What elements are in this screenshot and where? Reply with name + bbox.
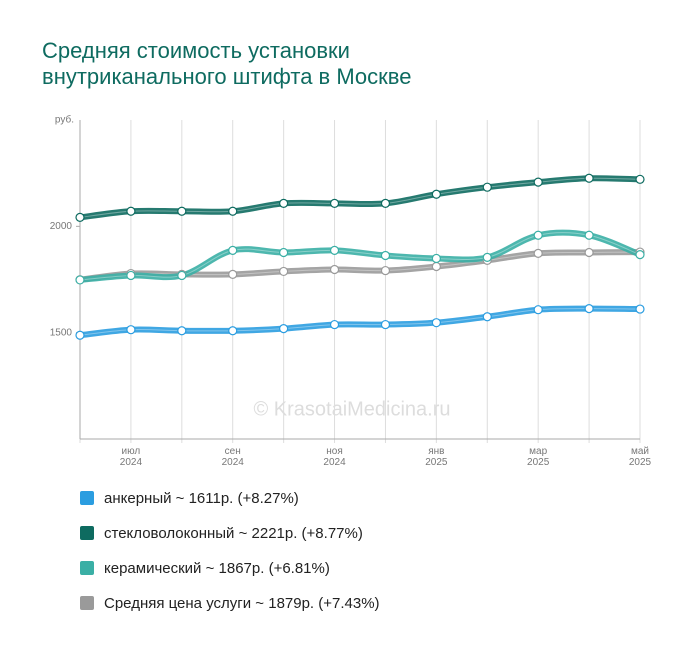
point xyxy=(228,326,238,336)
x-tick-label: янв 2025 xyxy=(425,446,448,468)
point xyxy=(329,245,340,255)
point xyxy=(584,247,594,258)
x-tick-label: сен 2024 xyxy=(222,446,245,468)
x-tick-label: май 2025 xyxy=(629,446,652,468)
point xyxy=(431,253,441,264)
x-tick-line: 2025 xyxy=(425,457,448,468)
x-tick-line: май xyxy=(631,446,649,457)
point xyxy=(635,304,645,314)
x-tick-line: сен xyxy=(225,446,241,457)
legend-label: стекловолоконный ~ 2221р. (+8.77%) xyxy=(104,525,363,542)
point xyxy=(533,177,543,187)
point xyxy=(75,330,85,340)
point xyxy=(228,206,238,216)
x-tick-label: мар 2025 xyxy=(527,446,550,468)
y-axis-label: руб. xyxy=(55,114,74,126)
point xyxy=(533,248,543,258)
point xyxy=(584,304,594,314)
point xyxy=(380,250,391,261)
point xyxy=(482,252,492,262)
x-tick-label: ноя 2024 xyxy=(323,446,346,468)
x-tick-line: янв xyxy=(428,446,444,457)
point xyxy=(533,305,543,315)
series-line xyxy=(79,175,641,221)
point xyxy=(75,275,85,285)
point xyxy=(279,324,289,334)
point xyxy=(635,174,645,184)
y-tick-label: 1500 xyxy=(50,327,73,338)
point xyxy=(380,319,391,330)
point xyxy=(533,230,543,240)
x-tick-line: 2025 xyxy=(527,457,550,468)
legend-label: керамический ~ 1867р. (+6.81%) xyxy=(104,560,330,577)
point xyxy=(177,326,187,336)
point xyxy=(228,269,238,279)
point xyxy=(431,189,441,199)
point xyxy=(126,206,136,216)
point xyxy=(431,261,441,272)
legend-swatch xyxy=(80,491,94,505)
point xyxy=(584,230,594,240)
y-tick-label: 2000 xyxy=(50,221,73,232)
legend-swatch xyxy=(80,596,94,610)
x-tick-line: 2024 xyxy=(222,457,245,468)
x-tick-line: ноя xyxy=(326,446,343,457)
point xyxy=(177,206,187,216)
point xyxy=(329,319,340,330)
point xyxy=(482,182,492,192)
point xyxy=(177,270,187,281)
point xyxy=(482,312,492,322)
legend-swatch xyxy=(80,526,94,540)
point xyxy=(126,325,136,335)
x-tick-line: мар xyxy=(529,446,547,457)
x-tick-line: 2024 xyxy=(323,457,346,468)
x-tick-line: июл xyxy=(122,446,141,457)
point xyxy=(431,318,441,328)
point xyxy=(380,265,391,276)
point xyxy=(279,266,289,277)
point xyxy=(329,198,340,208)
point xyxy=(126,270,136,281)
x-tick-line: 2025 xyxy=(629,457,652,468)
watermark: © KrasotaiMedicina.ru xyxy=(253,398,450,420)
point xyxy=(635,250,645,260)
x-tick-line: 2024 xyxy=(120,457,143,468)
series-line xyxy=(79,305,641,339)
point xyxy=(380,198,391,208)
legend-swatch xyxy=(80,561,94,575)
legend-label: Средняя цена услуги ~ 1879р. (+7.43%) xyxy=(104,595,380,612)
legend-label: анкерный ~ 1611р. (+8.27%) xyxy=(104,490,299,507)
point xyxy=(584,173,594,183)
point xyxy=(228,245,238,255)
point xyxy=(329,264,340,275)
point xyxy=(279,247,289,258)
point xyxy=(279,198,289,208)
chart-title: Средняя стоимость установки внутриканаль… xyxy=(42,38,412,89)
point xyxy=(75,212,85,223)
x-tick-label: июл 2024 xyxy=(120,446,143,468)
